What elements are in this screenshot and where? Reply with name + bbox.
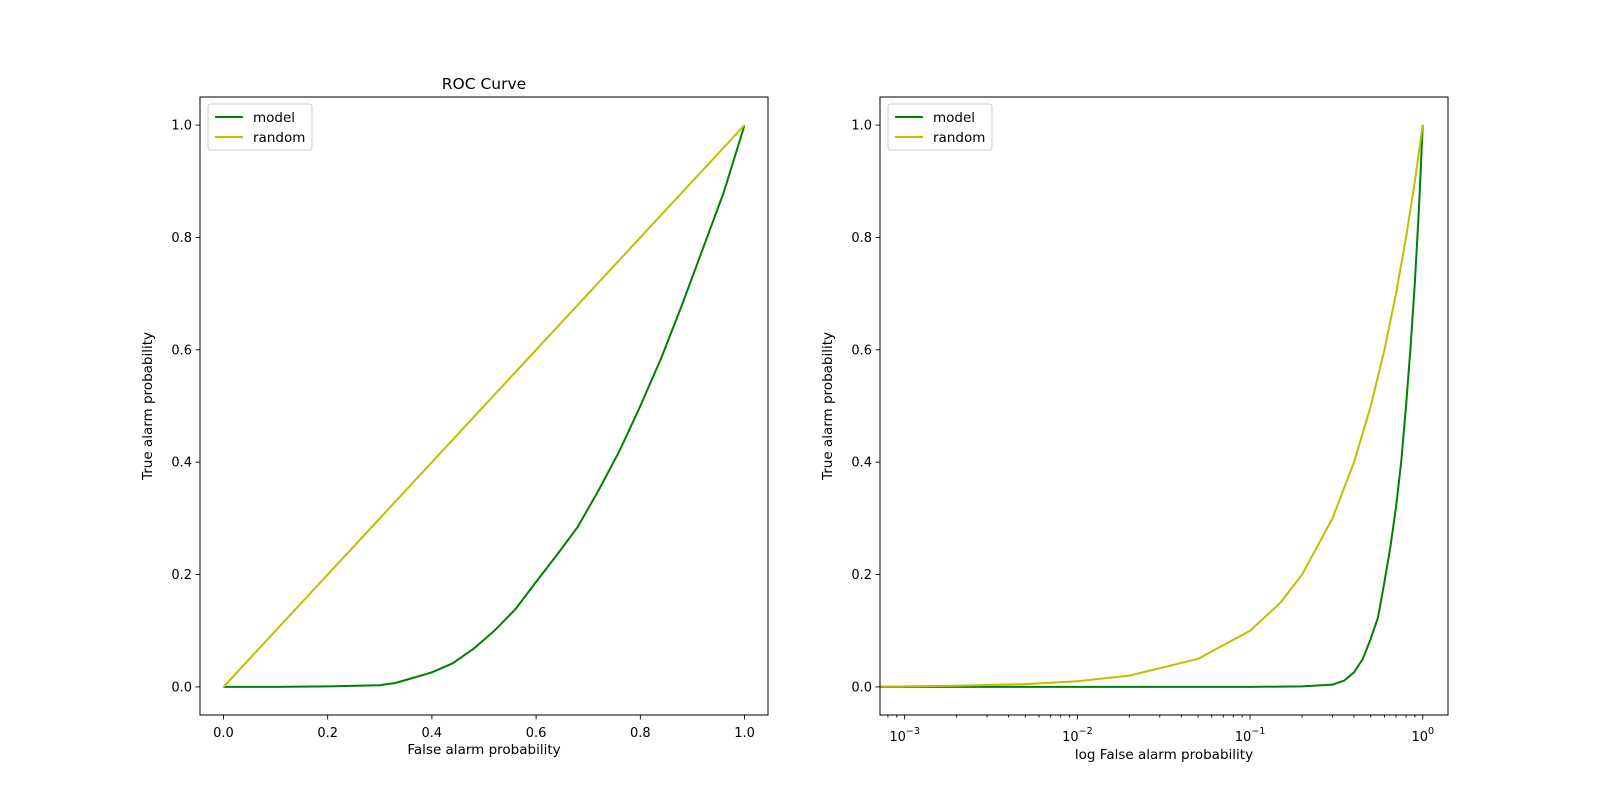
legend-frame xyxy=(887,103,993,151)
x-tick-label-exponent: −2 xyxy=(1079,726,1093,737)
y-tick-label: 0.8 xyxy=(171,231,192,246)
y-tick-label: 0.0 xyxy=(851,680,872,695)
x-tick-label: 10−2 xyxy=(1062,726,1093,745)
legend-label-random: random xyxy=(253,130,305,146)
y-tick-label: 0.6 xyxy=(171,343,192,358)
y-tick-label: 0.0 xyxy=(171,680,192,695)
y-axis-label: True alarm probability xyxy=(140,332,156,481)
legend: model random xyxy=(207,103,313,151)
y-tick-label: 0.4 xyxy=(171,456,192,471)
series-line-random xyxy=(222,124,746,688)
legend-label-model: model xyxy=(253,110,295,126)
x-axis-label: log False alarm probability xyxy=(1075,747,1253,763)
x-tick-label-base: 10 xyxy=(1411,730,1428,745)
x-tick-label: 10−3 xyxy=(889,726,920,745)
x-tick-label-exponent: −1 xyxy=(1251,726,1265,737)
x-tick-label-exponent: 0 xyxy=(1428,726,1434,737)
x-axis-label: False alarm probability xyxy=(407,742,560,758)
x-tick-label: 10−1 xyxy=(1235,726,1266,745)
y-tick-label: 0.2 xyxy=(851,568,872,583)
y-axis-label: True alarm probability xyxy=(820,332,836,481)
x-tick-label: 0.0 xyxy=(213,726,234,741)
x-tick-label: 100 xyxy=(1411,726,1434,745)
chart-title: ROC Curve xyxy=(442,75,526,93)
x-tick-label: 1.0 xyxy=(734,726,755,741)
y-tick-label: 1.0 xyxy=(171,119,192,134)
legend-frame xyxy=(207,103,313,151)
x-tick-label-base: 10 xyxy=(1235,730,1252,745)
x-tick-label: 0.4 xyxy=(422,726,443,741)
x-tick-label: 0.6 xyxy=(526,726,547,741)
axes-frame xyxy=(199,96,769,716)
series-line-model xyxy=(223,124,746,688)
y-tick-label: 0.6 xyxy=(851,343,872,358)
series-line-model xyxy=(880,125,1424,688)
axes-frame xyxy=(879,96,1449,716)
x-tick-label-base: 10 xyxy=(1062,730,1079,745)
y-tick-label: 0.2 xyxy=(171,568,192,583)
series-line-random xyxy=(880,124,1424,688)
legend-label-random: random xyxy=(933,130,985,146)
x-tick-label-base: 10 xyxy=(889,730,906,745)
x-tick-label: 0.2 xyxy=(317,726,338,741)
legend: model random xyxy=(887,103,993,151)
x-tick-label: 0.8 xyxy=(630,726,651,741)
x-tick-label-exponent: −3 xyxy=(906,726,920,737)
y-tick-label: 1.0 xyxy=(851,119,872,134)
y-tick-label: 0.4 xyxy=(851,456,872,471)
chart-panel-1: 0.0 0.2 0.4 0.6 0.8 1.0 0.0 0.2 0.4 0.6 0.8 1.0 ROC … xyxy=(140,75,769,758)
y-tick-label: 0.8 xyxy=(851,231,872,246)
legend-label-model: model xyxy=(933,110,975,126)
